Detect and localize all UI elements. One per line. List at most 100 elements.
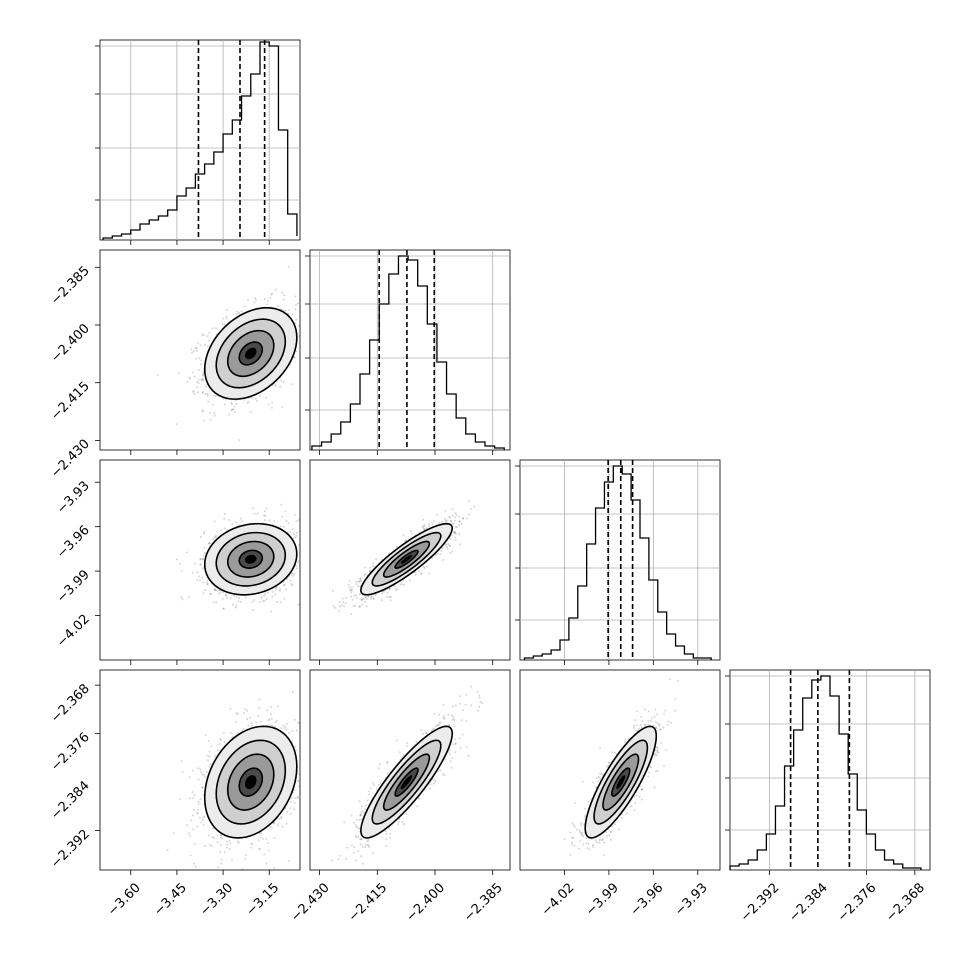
scatter-point-0-1 <box>287 265 290 268</box>
scatter-point-0-3 <box>291 729 294 732</box>
scatter-point-0-1 <box>201 409 204 412</box>
hist-frame-1 <box>309 249 511 451</box>
scatter-point-0-3 <box>290 797 293 799</box>
scatter-point-0-3 <box>291 691 294 694</box>
scatter-point-0-2 <box>203 552 206 554</box>
scatter-point-0-3 <box>219 834 222 836</box>
scatter-point-0-1 <box>295 318 298 321</box>
contour-0-1-3 <box>238 341 264 366</box>
scatter-point-0-3 <box>258 832 261 835</box>
scatter-point-0-3 <box>223 741 226 744</box>
scatter-point-0-3 <box>230 732 233 735</box>
scatter-point-0-3 <box>220 859 223 861</box>
scatter-point-1-2 <box>332 605 335 608</box>
scatter-point-0-1 <box>291 383 294 386</box>
scatter-point-0-2 <box>261 600 264 603</box>
scatter-point-0-2 <box>223 512 226 515</box>
scatter-point-0-2 <box>199 558 202 561</box>
scatter-point-0-3 <box>193 808 196 811</box>
scatter-point-0-3 <box>296 780 299 783</box>
scatter-point-0-3 <box>237 731 240 734</box>
scatter-point-0-2 <box>295 531 298 534</box>
scatter-point-0-3 <box>197 800 200 803</box>
scatter-point-0-2 <box>234 606 237 609</box>
scatter-point-0-3 <box>255 871 257 873</box>
scatter-point-1-2 <box>410 532 413 535</box>
scatter-point-1-2 <box>448 516 451 519</box>
scatter-point-0-3 <box>203 774 205 777</box>
scatter-point-0-2 <box>178 562 181 565</box>
scatter-point-0-2 <box>300 565 302 567</box>
scatter-point-0-1 <box>201 377 204 380</box>
scatter-point-0-3 <box>267 849 270 852</box>
scatter-point-0-1 <box>207 339 210 342</box>
scatter-point-0-2 <box>196 578 199 581</box>
scatter-point-0-1 <box>295 303 297 306</box>
scatter-point-0-1 <box>202 371 205 374</box>
scatter-point-0-2 <box>260 597 263 600</box>
scatter-point-0-2 <box>229 597 232 600</box>
scatter-point-0-1 <box>301 321 303 323</box>
scatter-point-0-2 <box>291 584 294 587</box>
scatter-point-0-1 <box>177 372 180 374</box>
scatter-point-0-2 <box>314 541 316 543</box>
scatter-point-0-2 <box>222 607 225 610</box>
scatter-point-0-3 <box>208 834 210 837</box>
scatter-point-0-3 <box>217 866 220 869</box>
scatter-point-1-2 <box>442 558 445 561</box>
scatter-point-0-2 <box>263 519 266 522</box>
density-peak-0-3 <box>245 775 257 790</box>
scatter-point-0-2 <box>303 546 305 548</box>
scatter-point-0-1 <box>288 309 291 312</box>
scatter-point-0-3 <box>245 854 248 856</box>
scatter-point-1-2 <box>423 567 426 569</box>
scatter-point-0-2 <box>281 515 284 518</box>
scatter-point-0-1 <box>238 439 241 442</box>
scatter-point-0-2 <box>263 514 266 517</box>
scatter-point-0-3 <box>220 738 223 741</box>
pair-panel-0-3 <box>99 669 301 873</box>
scatter-point-0-3 <box>281 825 284 828</box>
scatter-point-0-1 <box>305 338 307 340</box>
scatter-point-0-1 <box>225 317 228 320</box>
scatter-point-0-2 <box>196 571 199 574</box>
scatter-point-0-1 <box>306 331 308 333</box>
scatter-point-0-1 <box>235 312 238 315</box>
scatter-point-1-2 <box>453 530 456 533</box>
scatter-point-0-3 <box>197 808 200 811</box>
scatter-point-0-3 <box>219 843 222 846</box>
scatter-point-1-2 <box>434 554 437 557</box>
scatter-point-0-3 <box>237 841 240 844</box>
scatter-point-0-1 <box>175 423 178 426</box>
scatter-point-0-1 <box>236 310 239 313</box>
scatter-point-0-2 <box>306 565 308 567</box>
scatter-point-0-1 <box>247 299 249 302</box>
scatter-point-1-2 <box>436 513 439 516</box>
scatter-point-0-3 <box>293 789 296 791</box>
scatter-point-0-1 <box>324 318 326 320</box>
scatter-point-0-3 <box>228 840 231 842</box>
scatter-point-0-3 <box>280 816 283 819</box>
scatter-point-0-2 <box>316 552 318 554</box>
scatter-point-0-3 <box>181 770 184 773</box>
scatter-point-0-3 <box>284 725 287 728</box>
scatter-point-0-3 <box>293 802 296 804</box>
scatter-point-0-3 <box>208 750 211 753</box>
scatter-point-0-1 <box>225 315 228 318</box>
scatter-point-1-2 <box>455 514 458 517</box>
contour-0-3-0 <box>203 725 298 839</box>
scatter-point-0-3 <box>289 812 292 815</box>
scatter-point-1-2 <box>360 603 363 606</box>
scatter-point-0-2 <box>209 592 212 595</box>
scatter-point-0-1 <box>232 408 235 411</box>
scatter-point-0-2 <box>225 594 228 597</box>
scatter-point-0-1 <box>281 291 284 294</box>
scatter-point-0-3 <box>193 842 196 845</box>
scatter-point-0-2 <box>223 517 226 520</box>
histogram-2 <box>523 465 712 660</box>
scatter-point-0-1 <box>272 384 275 387</box>
scatter-point-0-1 <box>212 394 215 397</box>
scatter-point-0-2 <box>289 579 292 582</box>
scatter-point-0-3 <box>276 705 279 708</box>
scatter-point-0-2 <box>265 598 268 600</box>
